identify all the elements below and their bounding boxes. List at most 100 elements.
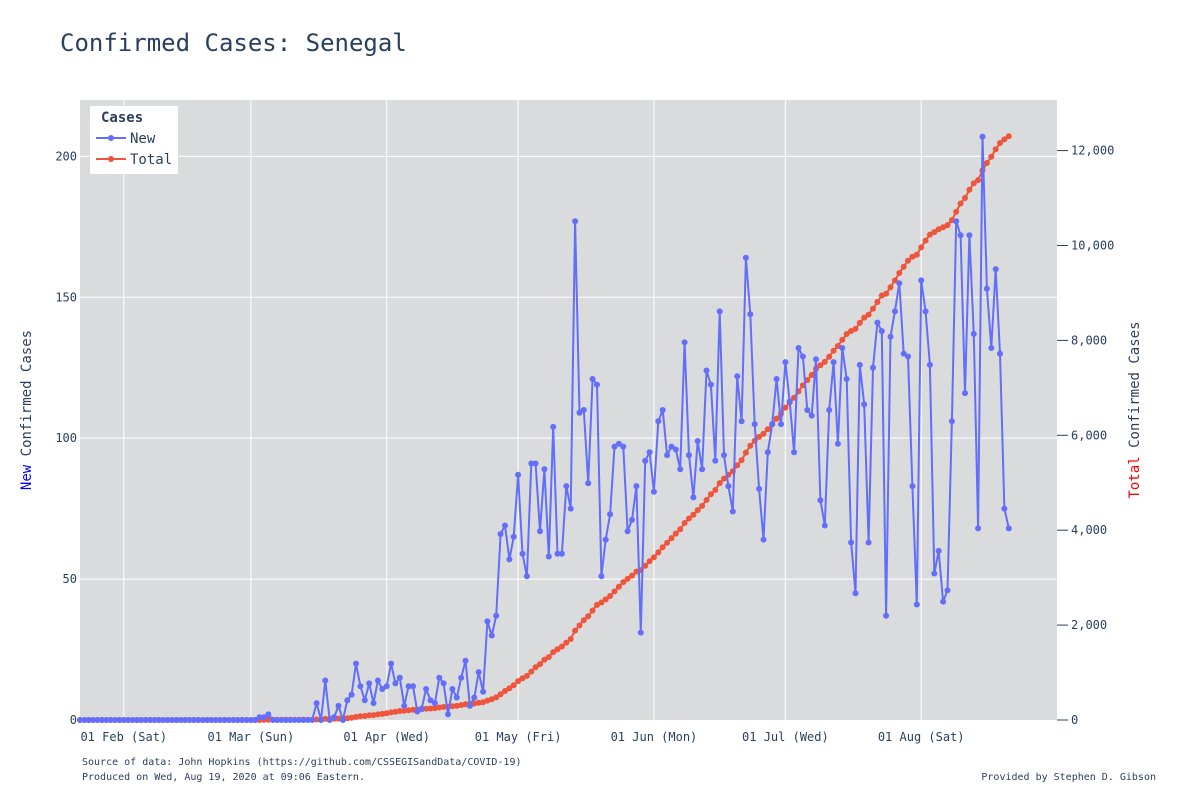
new-point [519, 550, 526, 557]
new-point [690, 494, 697, 501]
total-point [1001, 136, 1008, 143]
new-point [909, 483, 916, 490]
y-left-tick-label: 0 [70, 713, 77, 727]
total-point [449, 703, 456, 710]
new-point [764, 449, 771, 456]
new-point [151, 717, 158, 723]
new-point [550, 423, 557, 430]
new-point [760, 536, 767, 543]
new-point [199, 717, 206, 723]
new-point [848, 539, 855, 546]
total-point [962, 195, 968, 201]
new-point [90, 717, 97, 723]
legend-total-swatch-marker [108, 156, 114, 162]
new-point [686, 452, 692, 459]
new-point [576, 409, 583, 416]
total-point [607, 593, 614, 599]
total-point [440, 703, 447, 710]
total-point [594, 601, 600, 608]
total-point [423, 705, 430, 712]
legend-item-total[interactable]: Total [96, 152, 172, 168]
new-point [1005, 525, 1012, 532]
new-point [659, 407, 666, 413]
y-right-title-rest: Confirmed Cases [1127, 321, 1143, 456]
new-point [962, 390, 968, 397]
new-point [537, 528, 543, 535]
y-left-tick-label: 150 [55, 290, 77, 304]
new-point [589, 376, 596, 382]
total-point [870, 305, 876, 312]
legend-box [90, 106, 178, 174]
total-point [502, 688, 508, 694]
total-point [532, 664, 539, 671]
total-point [707, 491, 714, 498]
new-point [287, 717, 294, 723]
legend-item-new[interactable]: New [96, 131, 156, 147]
y-left-title-prefix: New [19, 464, 35, 490]
new-point [449, 686, 456, 692]
total-point [545, 654, 552, 661]
total-point [572, 627, 579, 634]
total-point [677, 526, 684, 533]
new-point [629, 516, 635, 523]
total-point [690, 511, 697, 518]
total-point [379, 710, 386, 717]
total-point [957, 200, 964, 207]
new-point [773, 376, 780, 382]
new-point [186, 717, 193, 723]
new-point [620, 443, 627, 450]
new-point [510, 533, 517, 540]
new-point [427, 697, 434, 704]
new-point [655, 418, 662, 425]
total-point [313, 716, 320, 723]
total-point [580, 617, 587, 624]
total-point [826, 353, 833, 360]
new-point [234, 717, 241, 723]
new-point [212, 717, 219, 723]
new-point [778, 421, 784, 428]
total-point [401, 707, 408, 714]
new-point [738, 418, 745, 425]
total-point [966, 186, 973, 193]
new-point [795, 345, 802, 351]
total-point [764, 426, 771, 433]
new-point [313, 700, 320, 707]
total-point [970, 180, 977, 187]
total-point [756, 433, 763, 440]
new-point [318, 717, 324, 723]
new-point [278, 717, 285, 723]
new-point [594, 381, 600, 388]
x-tick-label: 01 Aug (Sat) [878, 730, 965, 744]
new-point [326, 717, 333, 723]
y-right-tick-label: 6,000 [1071, 428, 1107, 442]
total-point [558, 643, 565, 650]
x-tick-label: 01 Jul (Wed) [742, 730, 829, 744]
new-point [607, 511, 614, 518]
new-point [808, 412, 815, 419]
total-point [576, 622, 583, 629]
new-point [554, 550, 561, 557]
new-point [756, 485, 763, 492]
new-point [668, 443, 675, 450]
new-point [94, 717, 101, 723]
new-point [817, 497, 824, 504]
new-point [274, 717, 281, 723]
new-point [931, 570, 938, 577]
new-point [361, 697, 368, 704]
y-left-tick-label: 50 [63, 572, 77, 586]
total-point [821, 358, 828, 365]
x-tick-label: 01 Feb (Sat) [80, 730, 167, 744]
new-point [480, 688, 487, 695]
new-point [77, 717, 83, 723]
total-point [493, 694, 500, 701]
total-point [668, 535, 675, 542]
new-point [81, 717, 88, 723]
new-point [707, 381, 714, 388]
legend[interactable]: Cases New Total [90, 106, 178, 174]
new-point [852, 590, 859, 597]
new-point [975, 525, 982, 532]
new-point [545, 553, 552, 560]
new-point [799, 353, 806, 360]
new-point [410, 683, 416, 690]
total-point [953, 208, 960, 215]
